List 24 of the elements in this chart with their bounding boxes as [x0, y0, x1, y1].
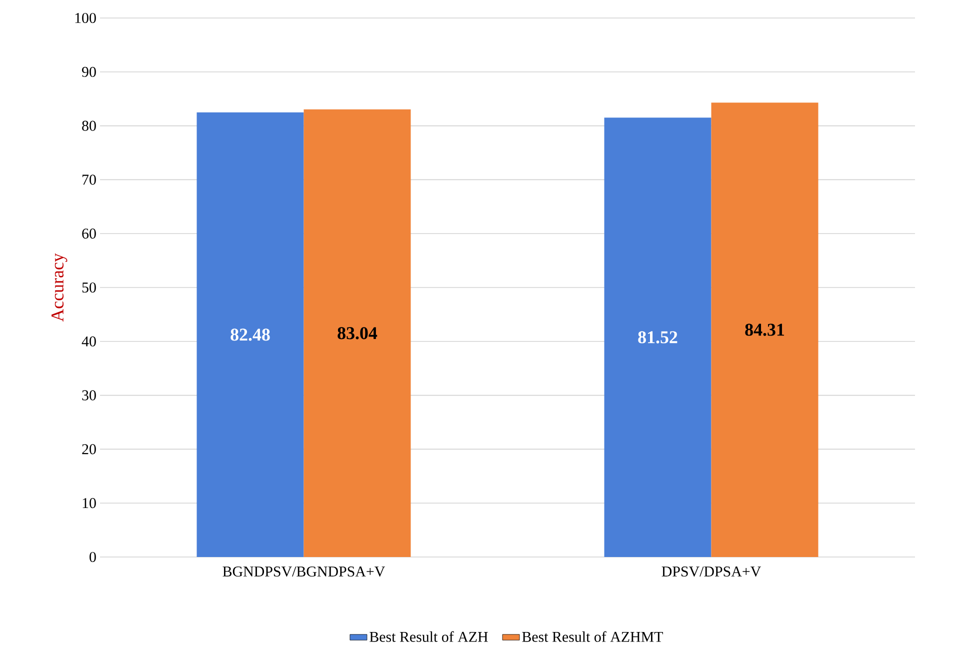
- y-tick-label: 80: [82, 120, 96, 131]
- bar: [604, 118, 712, 557]
- y-tick-label: 20: [82, 444, 96, 454]
- y-tick-label: 0: [90, 552, 96, 562]
- y-tick-label: 40: [82, 336, 96, 346]
- y-tick-label: 50: [82, 282, 96, 293]
- y-tick-label: 30: [82, 390, 96, 400]
- legend-label: Best Result of AZH: [370, 631, 488, 642]
- data-label: 82.48: [230, 328, 270, 341]
- bar: [196, 112, 304, 557]
- y-tick-label: 70: [82, 174, 96, 185]
- bar: [304, 109, 411, 557]
- y-tick-label: 90: [82, 66, 96, 77]
- data-label: 84.31: [745, 324, 784, 336]
- y-tick-label: 100: [75, 12, 96, 24]
- x-tick-label: BGNDPSV/BGNDPSA+V: [222, 566, 385, 577]
- legend-label: Best Result of AZHMT: [522, 631, 663, 642]
- data-label: 81.52: [638, 331, 678, 344]
- bar: [711, 102, 818, 557]
- y-axis-title: Accuracy: [52, 253, 68, 322]
- y-tick-label: 60: [82, 228, 96, 239]
- x-tick-label: DPSV/DPSA+V: [662, 566, 761, 577]
- data-label: 83.04: [338, 327, 378, 340]
- y-tick-label: 10: [82, 498, 96, 508]
